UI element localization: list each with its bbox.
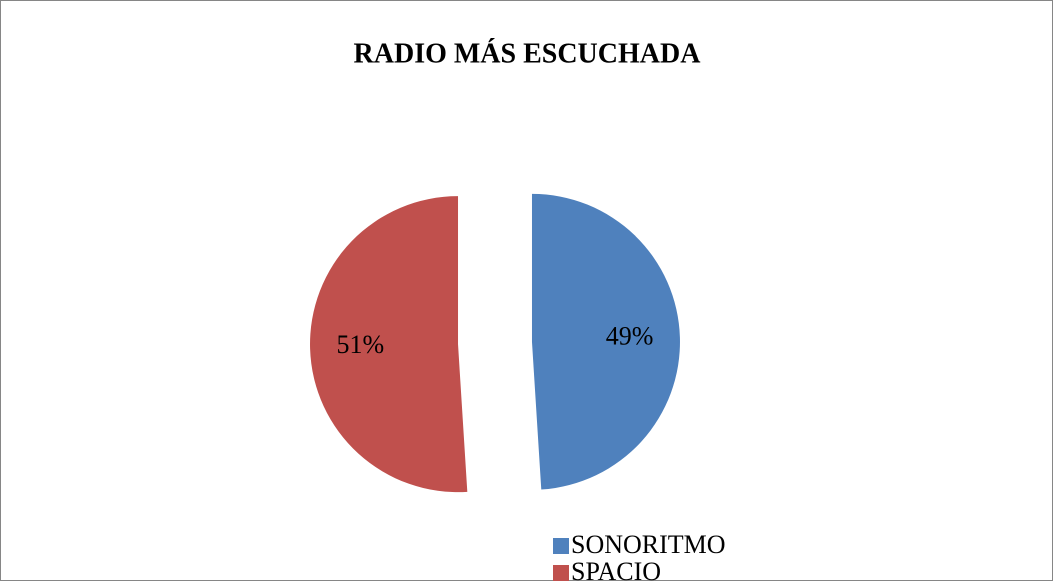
data-label: 49%: [606, 322, 654, 351]
pie-slice: [531, 193, 680, 490]
data-label: 51%: [337, 330, 385, 359]
legend-label: SONORITMO: [571, 530, 726, 559]
chart-title: RADIO MÁS ESCUCHADA: [354, 38, 702, 69]
legend-swatch: [553, 565, 569, 581]
legend-swatch: [553, 538, 569, 554]
pie-slice: [310, 196, 468, 493]
legend-label: SPACIO: [571, 557, 661, 581]
